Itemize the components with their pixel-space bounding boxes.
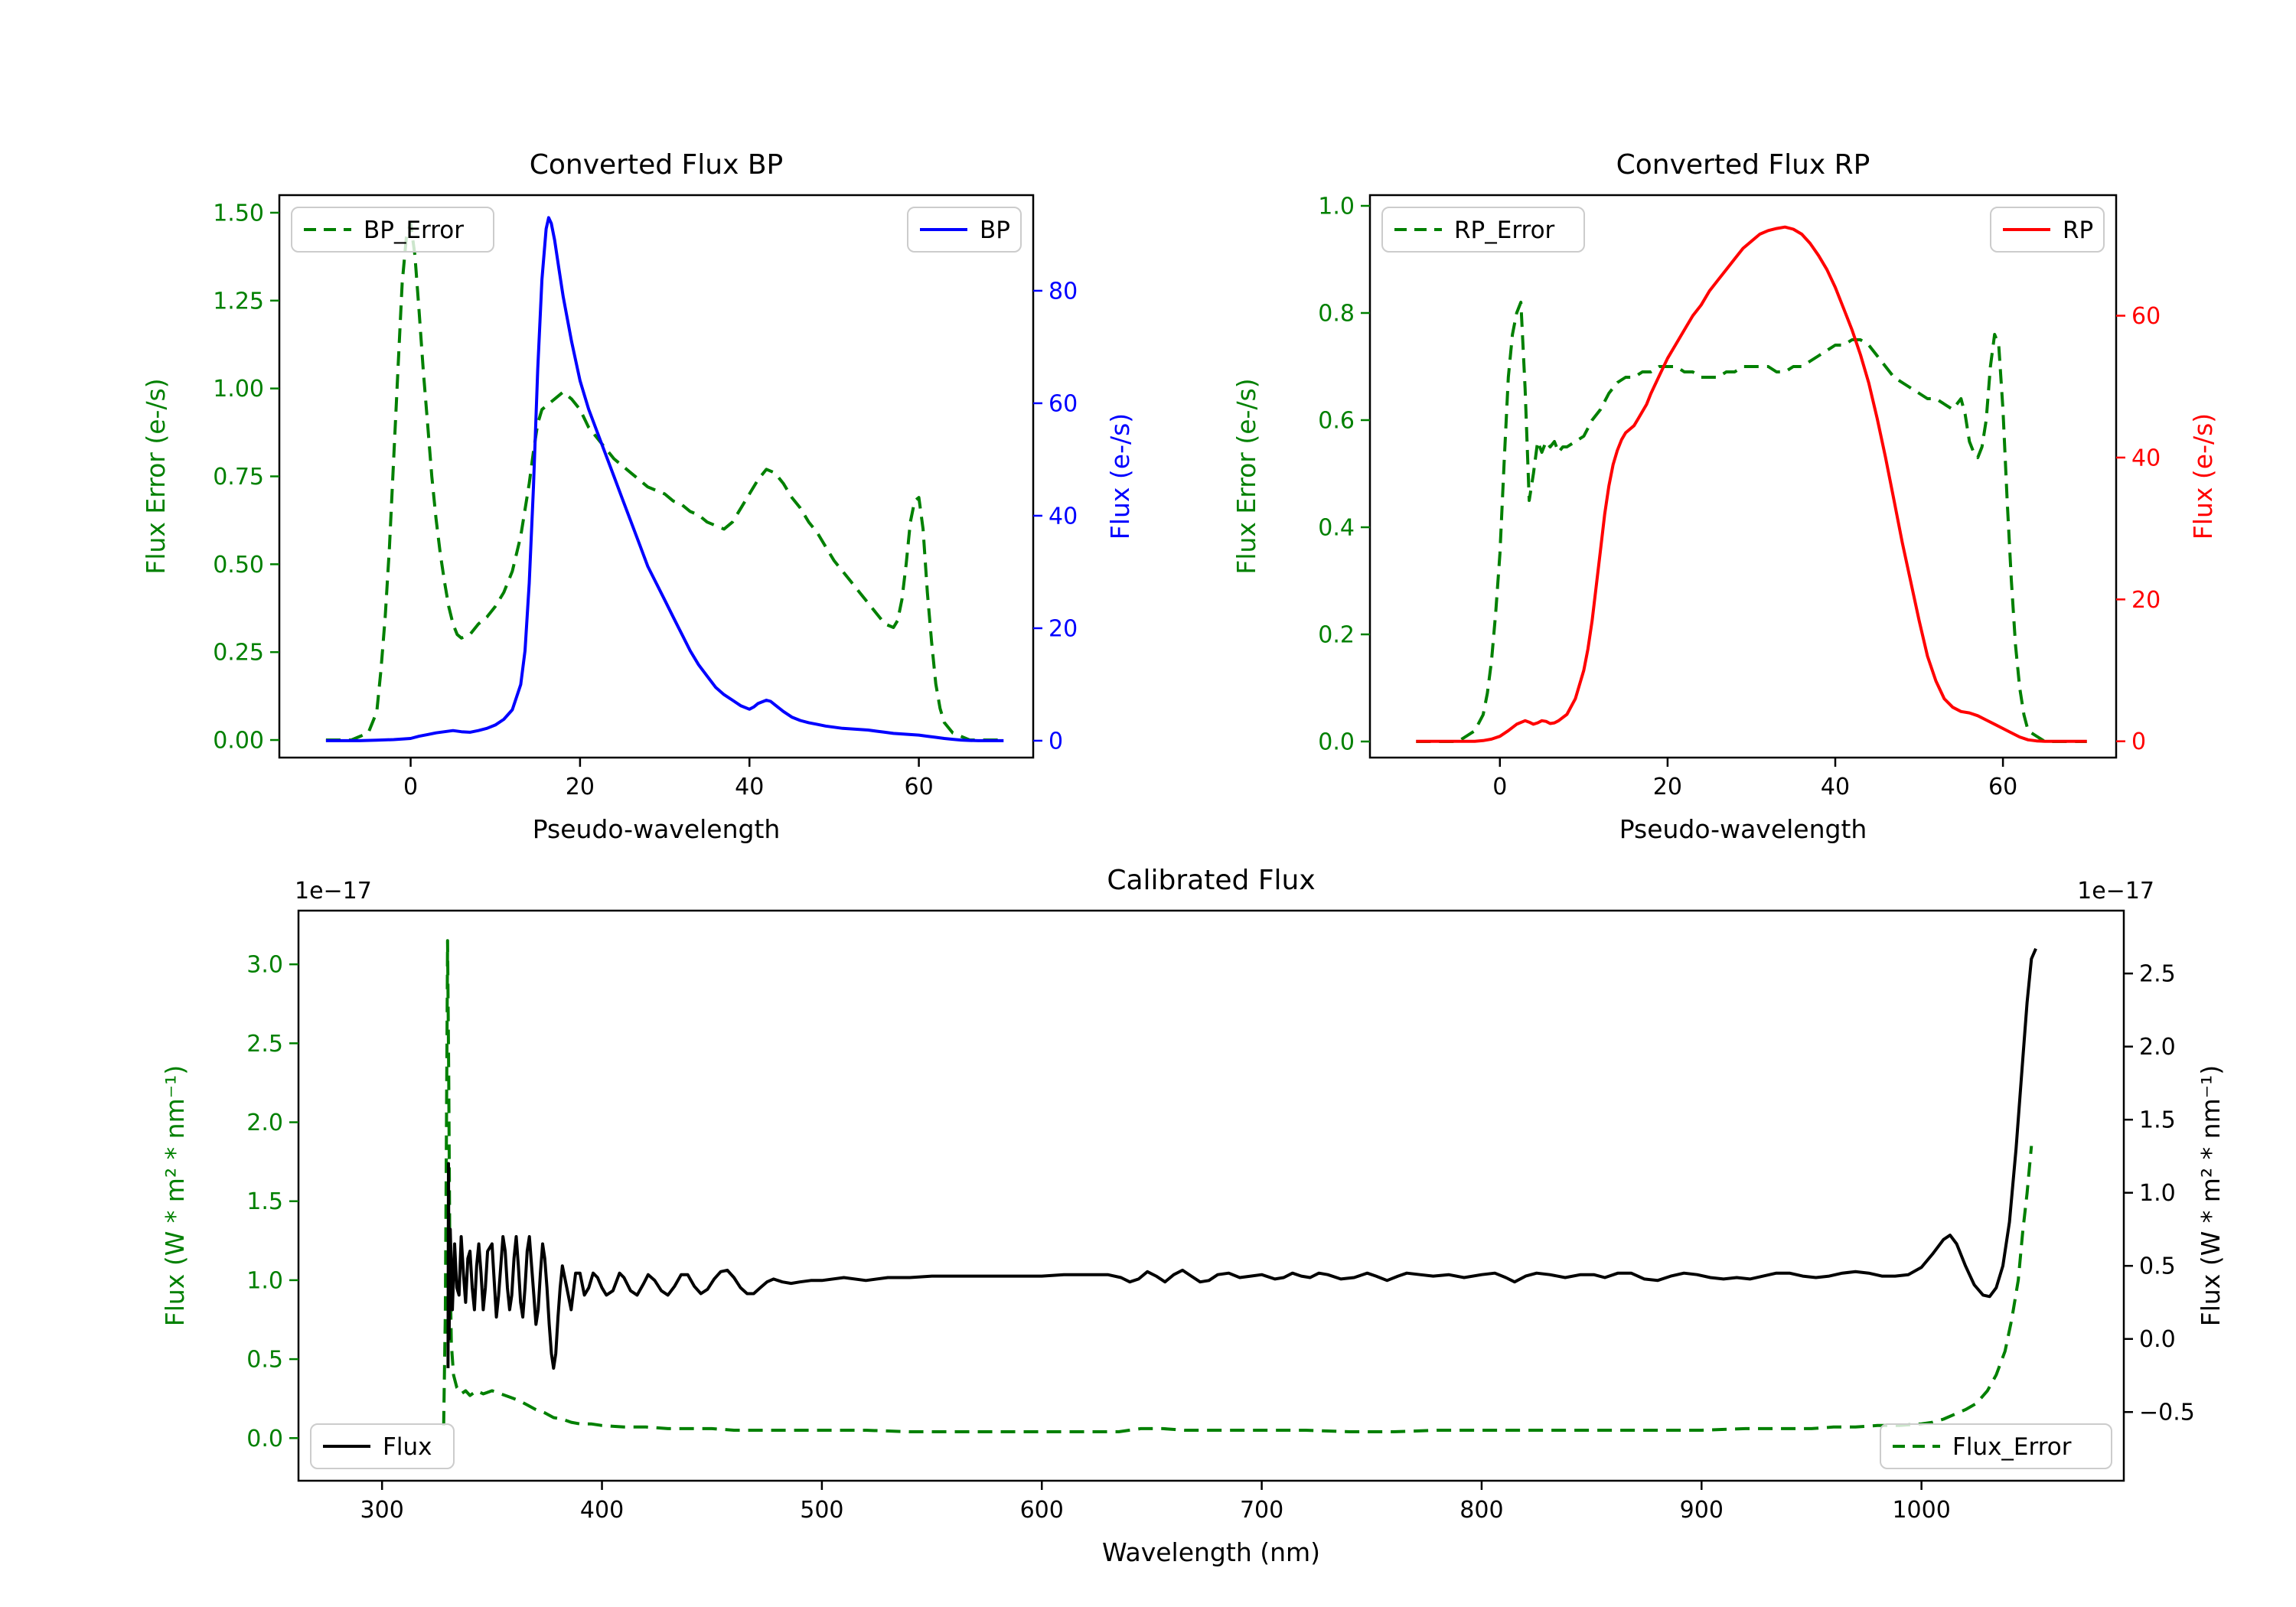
right-tick-label: 20 [2131,587,2161,614]
x-tick-label: 20 [566,774,595,800]
x-axis-label: Pseudo-wavelength [533,814,781,844]
series-line-RP [1416,225,2087,743]
x-tick-label: 1000 [1892,1497,1950,1524]
left-tick-label: 0.00 [213,728,264,755]
x-tick-label: 700 [1240,1497,1283,1524]
left-tick-label: 0.6 [1318,408,1355,435]
x-tick-label: 0 [403,774,418,800]
right-tick-label: 0 [1049,728,1063,755]
chart-title: Calibrated Flux [1107,865,1315,896]
series-line-Flux_Error [442,939,2033,1433]
series-line-RP_Error [1416,301,2087,743]
x-axis-label: Wavelength (nm) [1102,1537,1320,1567]
axes-frame [1368,194,2118,759]
left-tick-label: 1.0 [246,1267,283,1294]
x-tick-label: 60 [1988,774,2017,800]
legend-box [1381,207,1585,253]
right-tick-label: 20 [1049,615,1078,642]
x-tick-label: 900 [1680,1497,1724,1524]
series-line-Flux [446,947,2037,1370]
legend-label: Flux [383,1433,432,1461]
right-tick-label: 0.5 [2139,1253,2176,1280]
x-tick-label: 500 [800,1497,843,1524]
right-axis-label: Flux (e-/s) [2188,413,2218,539]
right-tick-label: −0.5 [2139,1400,2195,1426]
left-tick-label: 1.50 [213,200,264,227]
right-tick-label: 0 [2131,729,2146,755]
legend-Flux: Flux [310,1423,455,1469]
plot-area [325,216,1004,742]
series-line-BP [325,216,1004,742]
series-line-BP_Error [325,221,1004,742]
right-tick-label: 0.0 [2139,1326,2176,1353]
chart-bp: 0 20 40 60 0.00 0.25 0.50 0.75 1.00 1.25 1.50 Flux … [141,149,1135,844]
left-tick-label: 2.5 [246,1031,283,1058]
chart-title: Converted Flux BP [530,149,783,181]
legend-label: Flux_Error [1952,1433,2072,1461]
left-tick-label: 0.50 [213,552,264,579]
left-tick-label: 1.00 [213,376,264,403]
legend-label: RP [2063,217,2093,244]
x-tick-label: 400 [580,1497,624,1524]
left-tick-label: 0.0 [1318,729,1355,756]
left-tick-label: 3.0 [246,952,283,979]
x-axis-label: Pseudo-wavelength [1619,814,1867,844]
left-axis-label: Flux (W * m² * nm⁻¹) [160,1065,190,1327]
left-axis-label: Flux Error (e-/s) [1231,378,1261,574]
right-tick-label: 80 [1049,278,1078,305]
legend-RP: RP [1990,207,2105,253]
right-axis-label: Flux (e-/s) [1105,413,1135,539]
x-tick-label: 60 [904,774,933,800]
left-tick-label: 1.0 [1318,194,1355,220]
x-tick-label: 0 [1492,774,1507,800]
left-offset-text: 1e−17 [295,878,372,905]
right-axis-label: Flux (W * m² * nm⁻¹) [2196,1065,2226,1327]
legend-box [291,207,494,253]
legend-label: BP_Error [364,217,464,244]
x-tick-label: 600 [1020,1497,1064,1524]
legend-BP: BP [907,207,1022,253]
legend-RP_Error: RP_Error [1381,207,1585,253]
left-tick-label: 0.5 [246,1347,283,1374]
left-tick-label: 0.25 [213,640,264,667]
x-tick-label: 40 [735,774,764,800]
left-tick-label: 1.5 [246,1188,283,1215]
chart-calibrated: 300 400 500 600 700 800 900 1000 0.0 0.5 1.0 1.5 2.0… [160,865,2226,1567]
plot-area [1416,225,2087,743]
x-tick-label: 800 [1459,1497,1503,1524]
left-tick-label: 1.25 [213,288,264,315]
right-tick-label: 1.0 [2139,1180,2176,1207]
left-tick-label: 0.0 [246,1426,283,1452]
plot-area [442,939,2037,1433]
right-tick-label: 40 [2131,445,2161,471]
right-tick-label: 60 [2131,303,2161,330]
chart-rp: 0 20 40 60 0.0 0.2 0.4 0.6 0.8 1.0 Flux Error (e-/… [1231,149,2218,844]
right-tick-label: 40 [1049,503,1078,530]
x-tick-label: 40 [1821,774,1850,800]
left-tick-label: 0.75 [213,464,264,491]
right-offset-text: 1e−17 [2077,878,2154,905]
left-tick-label: 2.0 [246,1110,283,1136]
left-tick-label: 0.2 [1318,622,1355,649]
right-tick-label: 1.5 [2139,1107,2176,1134]
x-tick-label: 300 [360,1497,404,1524]
legend-label: BP [980,217,1010,244]
right-tick-label: 2.0 [2139,1034,2176,1061]
chart-title: Converted Flux RP [1616,149,1870,181]
right-tick-label: 2.5 [2139,961,2176,988]
right-tick-label: 60 [1049,390,1078,417]
x-tick-label: 20 [1653,774,1682,800]
left-axis-label: Flux Error (e-/s) [141,378,171,574]
legend-box [1880,1423,2112,1469]
left-tick-label: 0.8 [1318,301,1355,328]
legend-BP_Error: BP_Error [291,207,494,253]
left-tick-label: 0.4 [1318,515,1355,542]
legend-label: RP_Error [1454,217,1555,244]
legend-Flux_Error: Flux_Error [1880,1423,2112,1469]
legend-box [310,1423,455,1469]
axes-frame [297,909,2125,1482]
